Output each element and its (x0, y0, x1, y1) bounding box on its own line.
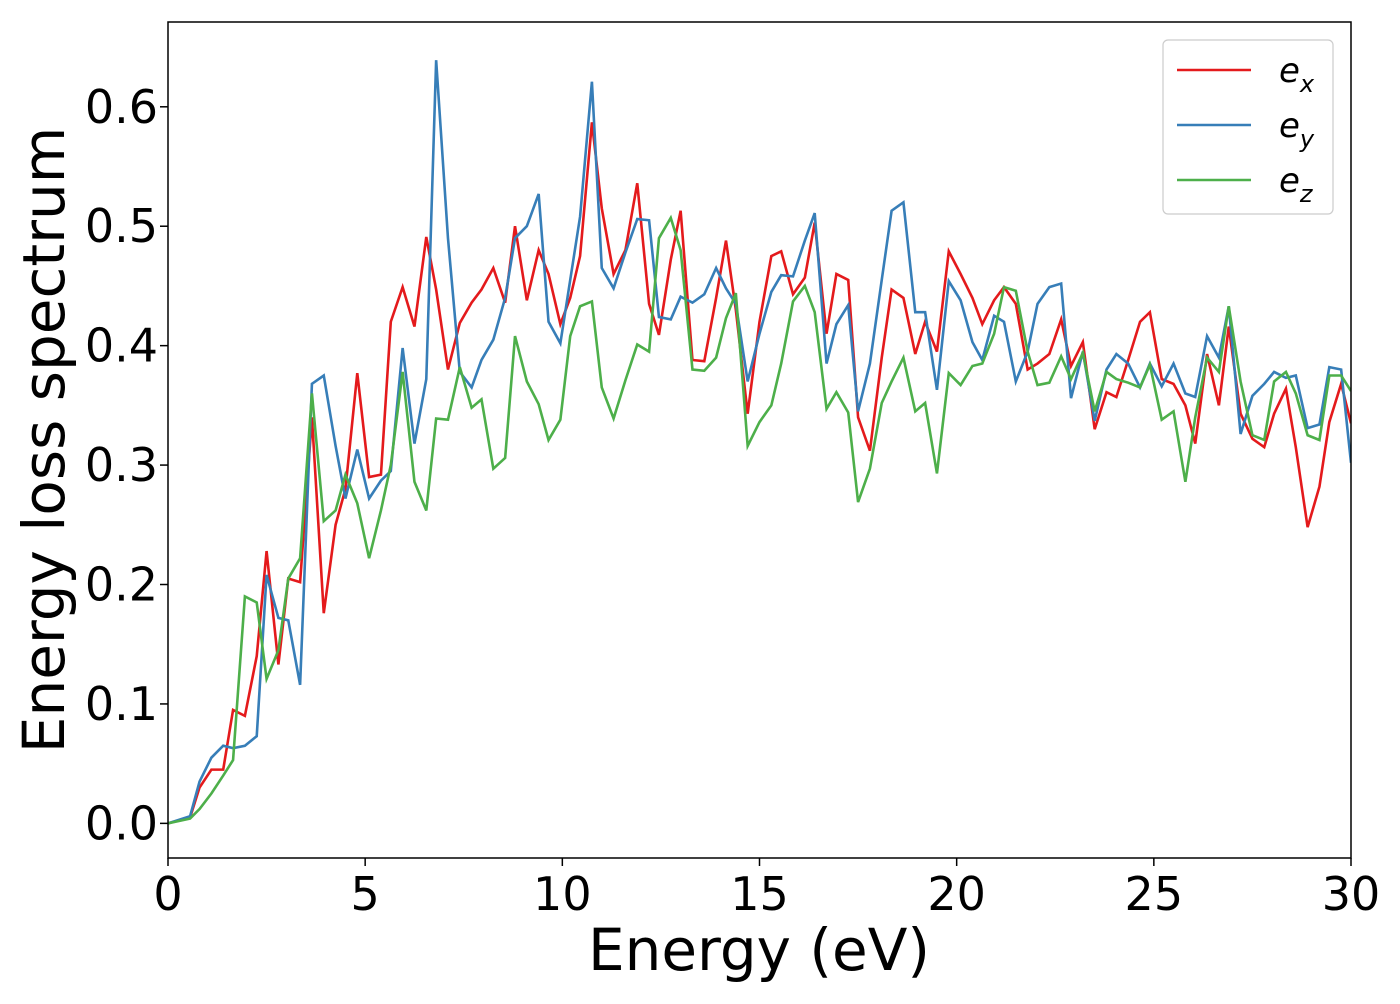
y-tick-label: 0.3 (85, 438, 158, 492)
y-axis-label: Energy loss spectrum (10, 127, 78, 753)
data-line (168, 214, 1351, 825)
x-tick-label: 20 (927, 867, 986, 921)
y-tick-label: 0.4 (85, 319, 158, 373)
data-line (168, 60, 1351, 825)
y-tick-label: 0.6 (85, 80, 158, 134)
x-axis-label: Energy (eV) (588, 916, 930, 984)
legend-label: ey (1279, 106, 1315, 153)
x-tick-label: 15 (730, 867, 789, 921)
y-tick-label: 0.2 (85, 558, 158, 612)
x-tick-label: 10 (533, 867, 592, 921)
plot-frame (167, 21, 1352, 859)
y-tick-label: 0.0 (85, 796, 158, 850)
x-tick-label: 0 (153, 867, 182, 921)
legend-label: ez (1279, 161, 1314, 208)
x-tick-label: 25 (1125, 867, 1184, 921)
legend-box (1162, 39, 1334, 215)
legend-label: ex (1279, 51, 1315, 98)
x-tick-label: 30 (1322, 867, 1381, 921)
x-tick-label: 5 (351, 867, 380, 921)
y-tick-label: 0.5 (85, 199, 158, 253)
y-tick-label: 0.1 (85, 677, 158, 731)
data-line (168, 122, 1351, 825)
